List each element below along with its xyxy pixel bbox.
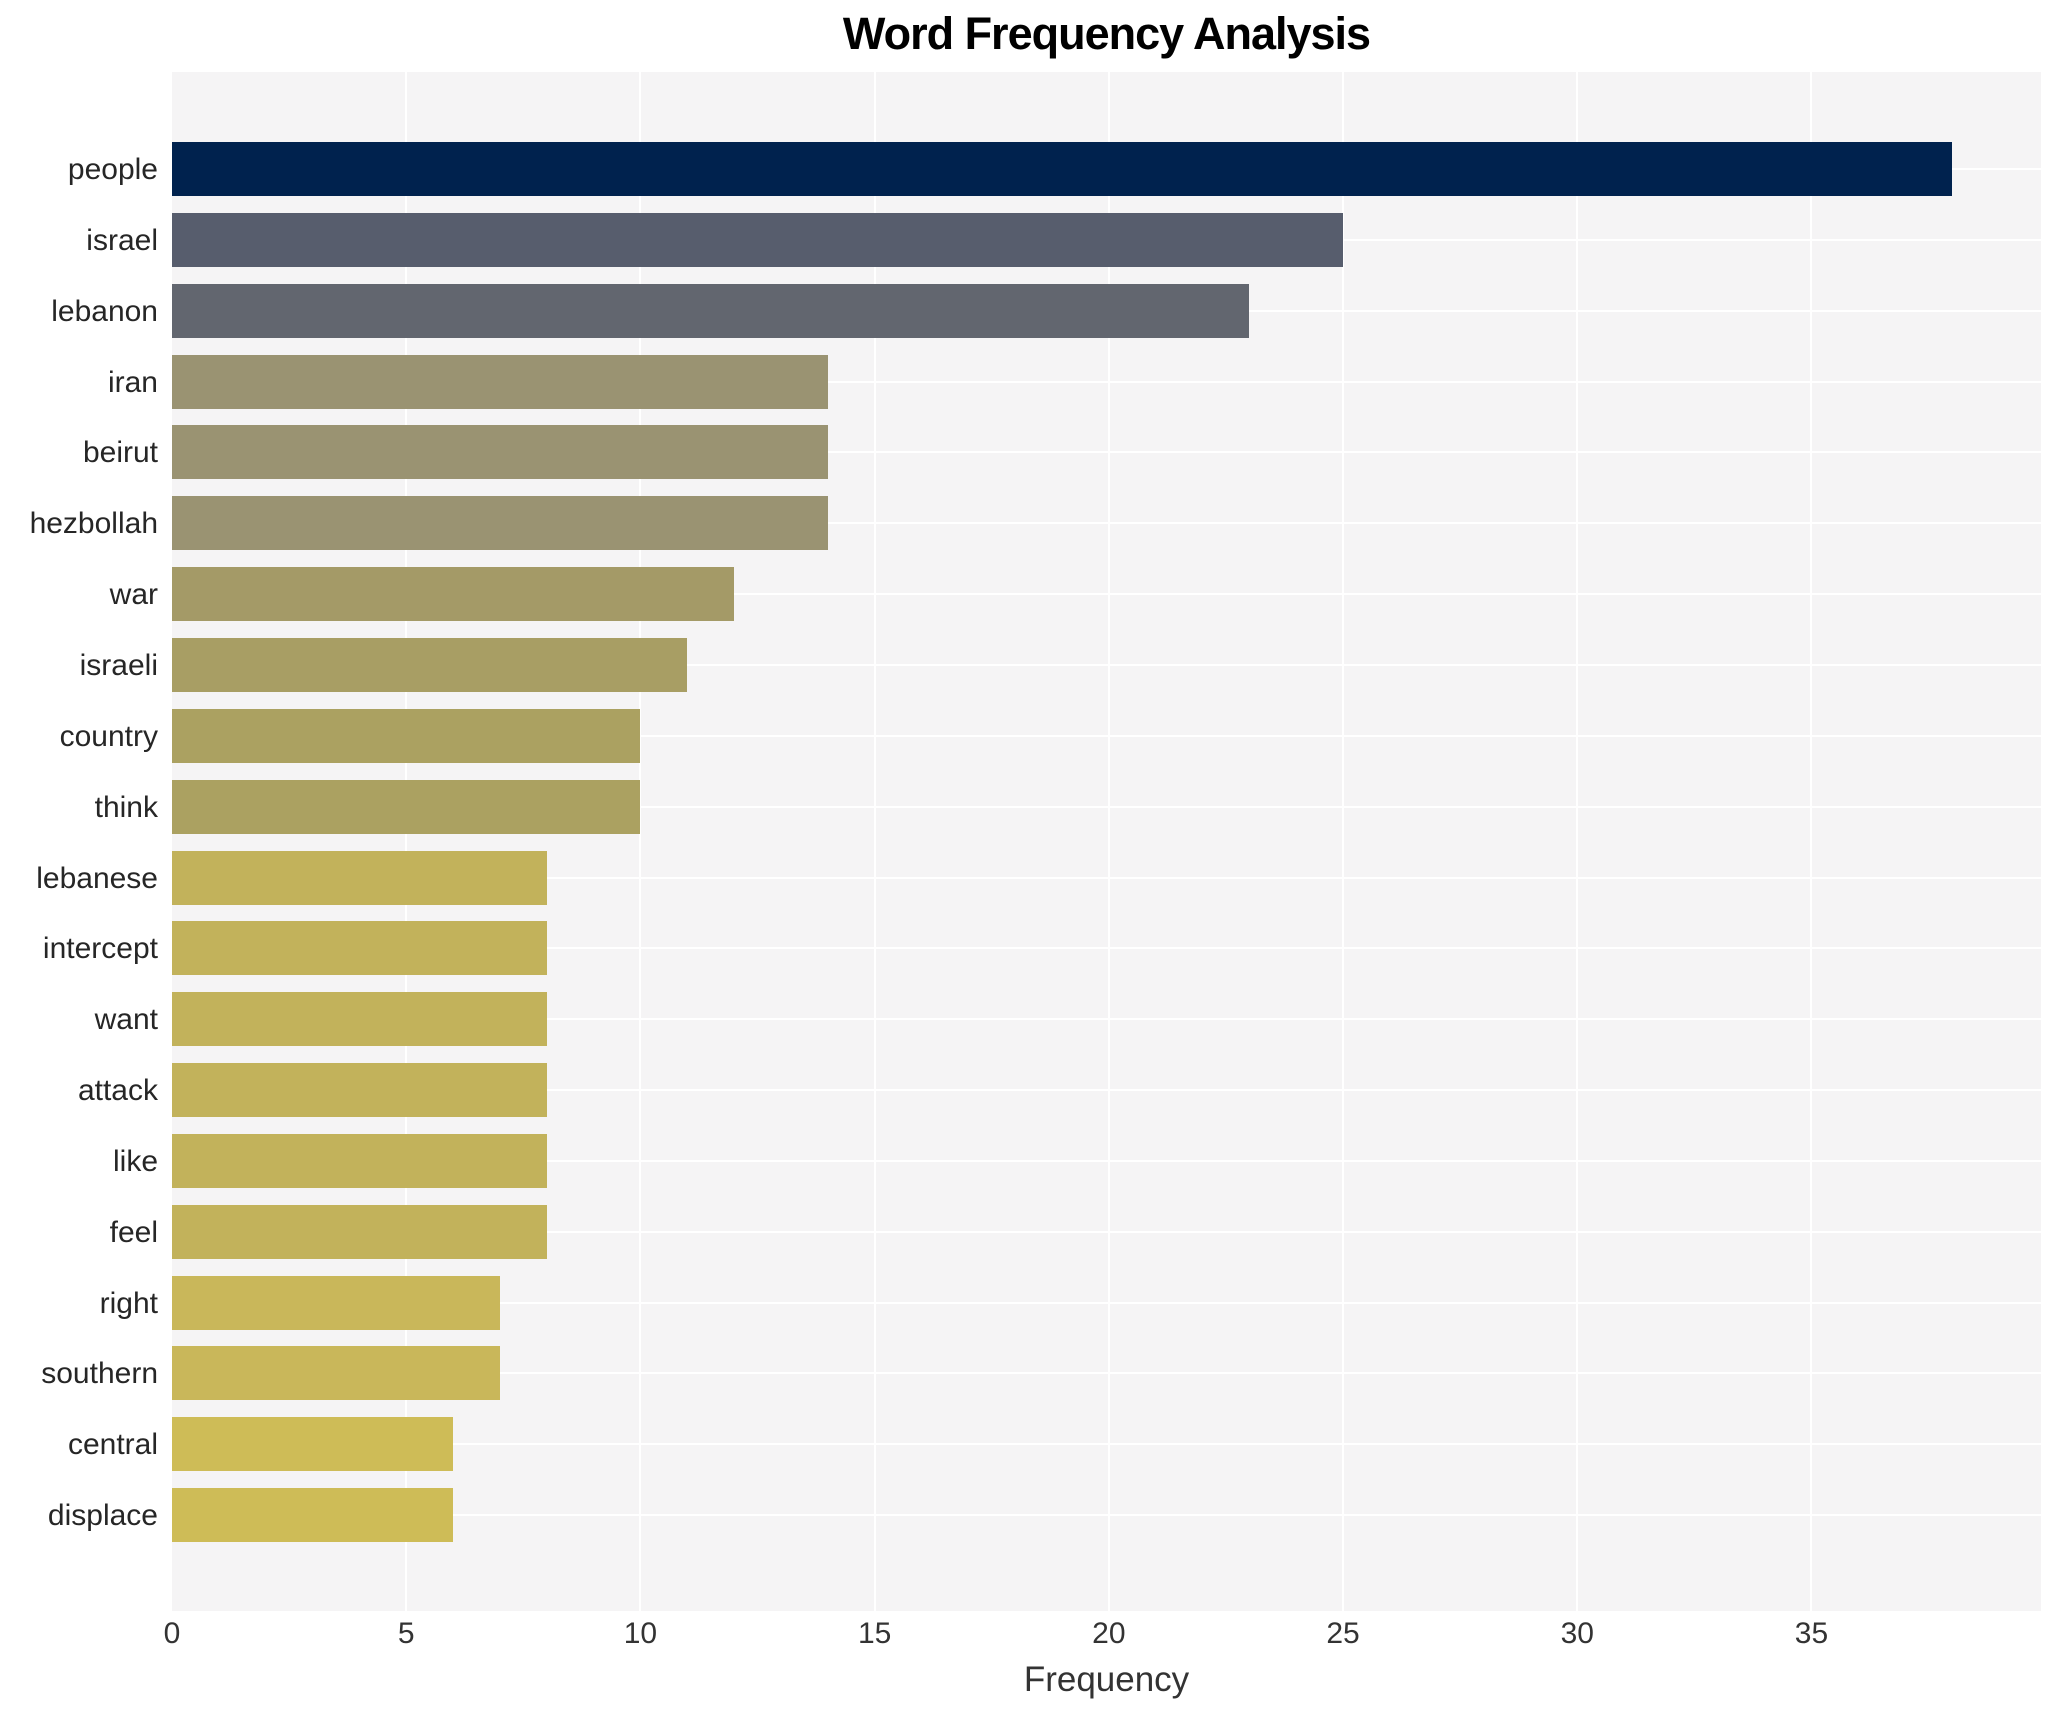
bar-israel — [172, 212, 1344, 267]
gridline-horizontal — [172, 1514, 2041, 1517]
gridline-vertical — [1576, 72, 1579, 1611]
y-label-hezbollah: hezbollah — [29, 507, 158, 541]
x-tick-30: 30 — [1560, 1617, 1594, 1650]
x-axis-label: Frequency — [1023, 1660, 1190, 1699]
bar-attack — [172, 1063, 547, 1118]
gridline-horizontal — [172, 380, 2041, 383]
gridline-horizontal — [172, 593, 2041, 596]
bar-think — [172, 779, 641, 834]
gridline-horizontal — [172, 947, 2041, 950]
bar-israeli — [172, 637, 688, 692]
plot-area — [172, 72, 2041, 1611]
y-label-israel: israel — [86, 223, 158, 257]
gridline-horizontal — [172, 1301, 2041, 1304]
bar-right — [172, 1275, 500, 1330]
bar-want — [172, 992, 547, 1047]
gridline-vertical — [1342, 72, 1345, 1611]
y-label-feel: feel — [109, 1215, 158, 1249]
bar-hezbollah — [172, 496, 828, 551]
y-label-displace: displace — [47, 1499, 158, 1533]
bar-lebanon — [172, 283, 1250, 338]
bar-beirut — [172, 425, 828, 480]
x-tick-15: 15 — [857, 1617, 892, 1650]
bar-southern — [172, 1346, 500, 1401]
gridline-vertical — [405, 72, 408, 1611]
gridline-horizontal — [172, 663, 2041, 666]
x-tick-5: 5 — [397, 1617, 415, 1650]
y-label-lebanese: lebanese — [36, 861, 158, 895]
bar-people — [172, 142, 1952, 196]
gridline-horizontal — [172, 1018, 2041, 1021]
y-label-intercept: intercept — [42, 932, 158, 966]
gridline-vertical — [1107, 72, 1110, 1611]
x-tick-35: 35 — [1794, 1617, 1829, 1650]
x-tick-10: 10 — [623, 1617, 658, 1650]
bar-war — [172, 567, 735, 622]
gridline-horizontal — [172, 876, 2041, 879]
y-label-central: central — [67, 1428, 158, 1462]
gridline-horizontal — [172, 1230, 2041, 1233]
y-axis-labels: people israel lebanon iran beirut hezbollah wa… — [0, 72, 158, 1611]
gridline-horizontal — [172, 1159, 2041, 1162]
bar-iran — [172, 354, 828, 409]
y-label-beirut: beirut — [82, 436, 158, 470]
gridline-horizontal — [172, 1372, 2041, 1375]
gridline-horizontal — [172, 805, 2041, 808]
gridline-horizontal — [172, 451, 2041, 454]
bar-feel — [172, 1204, 547, 1259]
x-axis-ticks: 0 5 10 15 20 25 30 35 — [164, 1616, 2041, 1656]
y-label-want: want — [94, 1003, 158, 1037]
y-label-right: right — [99, 1286, 158, 1320]
y-label-attack: attack — [77, 1074, 158, 1108]
x-tick-0: 0 — [163, 1617, 181, 1650]
gridline-horizontal — [172, 522, 2041, 525]
y-label-country: country — [59, 719, 158, 753]
y-label-lebanon: lebanon — [51, 294, 158, 328]
y-label-iran: iran — [107, 365, 158, 399]
bar-like — [172, 1133, 547, 1188]
x-tick-25: 25 — [1326, 1617, 1360, 1650]
y-label-israeli: israeli — [79, 648, 158, 682]
bar-lebanese — [172, 850, 547, 905]
gridline-vertical — [873, 72, 876, 1611]
y-label-southern: southern — [41, 1357, 158, 1391]
gridline-horizontal — [172, 1443, 2041, 1446]
y-label-think: think — [94, 790, 158, 824]
bar-country — [172, 708, 641, 763]
gridline-vertical — [639, 72, 642, 1611]
y-label-people: people — [67, 153, 158, 186]
gridline-vertical — [1810, 72, 1813, 1611]
bar-displace — [172, 1488, 454, 1543]
bar-intercept — [172, 921, 547, 976]
x-tick-20: 20 — [1092, 1617, 1126, 1650]
chart-title: Word Frequency Analysis — [842, 8, 1371, 59]
y-label-war: war — [109, 578, 158, 612]
bar-central — [172, 1417, 454, 1472]
gridline-horizontal — [172, 1089, 2041, 1092]
y-label-like: like — [112, 1144, 158, 1178]
gridline-horizontal — [172, 734, 2041, 737]
